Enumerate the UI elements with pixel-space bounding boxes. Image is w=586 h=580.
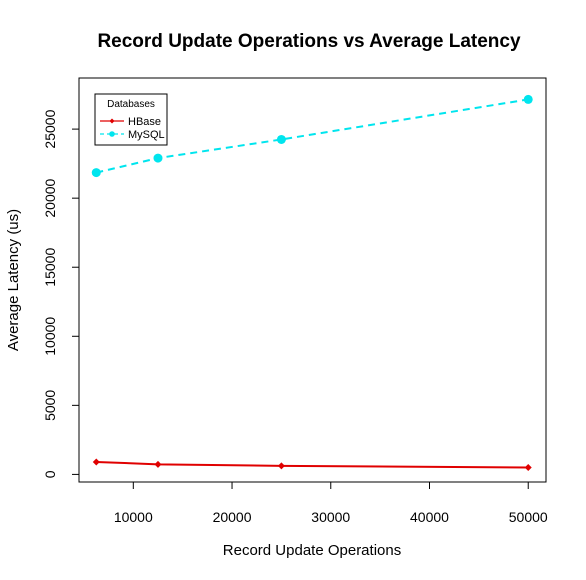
series-line-mysql: [96, 98, 529, 174]
data-point-hbase: [154, 460, 162, 468]
plot-area-border: [78, 77, 547, 483]
chart-title: Record Update Operations vs Average Late…: [97, 31, 520, 52]
y-tick-label: 5000: [42, 390, 58, 421]
data-point-mysql: [91, 168, 101, 178]
legend-label-mysql: MySQL: [128, 129, 165, 141]
legend-title: Databases: [107, 99, 155, 110]
data-point-hbase: [524, 463, 532, 471]
x-tick-label: 30000: [311, 509, 350, 525]
data-point-mysql: [153, 153, 163, 163]
x-tick-label: 50000: [509, 509, 548, 525]
y-tick-label: 15000: [42, 248, 58, 287]
y-tick-label: 25000: [42, 109, 58, 148]
x-tick-label: 20000: [213, 509, 252, 525]
y-axis: 0 5000 10000 15000 20000 25000: [42, 109, 79, 478]
y-axis-label: Average Latency (us): [5, 209, 22, 351]
x-axis-label: Record Update Operations: [223, 542, 401, 559]
series-line-hbase: [96, 460, 529, 469]
data-point-mysql: [276, 134, 286, 144]
y-tick-label: 0: [42, 470, 58, 478]
x-axis: 10000 20000 30000 40000 50000: [114, 482, 548, 525]
y-tick-label: 20000: [42, 178, 58, 217]
legend-marker-hbase: [109, 118, 115, 124]
data-point-mysql: [523, 94, 533, 104]
x-tick-label: 40000: [410, 509, 449, 525]
data-point-hbase: [92, 458, 100, 466]
legend-box: [94, 93, 168, 146]
legend-label-hbase: HBase: [128, 116, 161, 128]
y-tick-label: 10000: [42, 317, 58, 356]
series-layer: [91, 94, 533, 471]
legend-marker-mysql: [109, 131, 115, 137]
x-tick-label: 10000: [114, 509, 153, 525]
data-point-hbase: [277, 462, 285, 470]
